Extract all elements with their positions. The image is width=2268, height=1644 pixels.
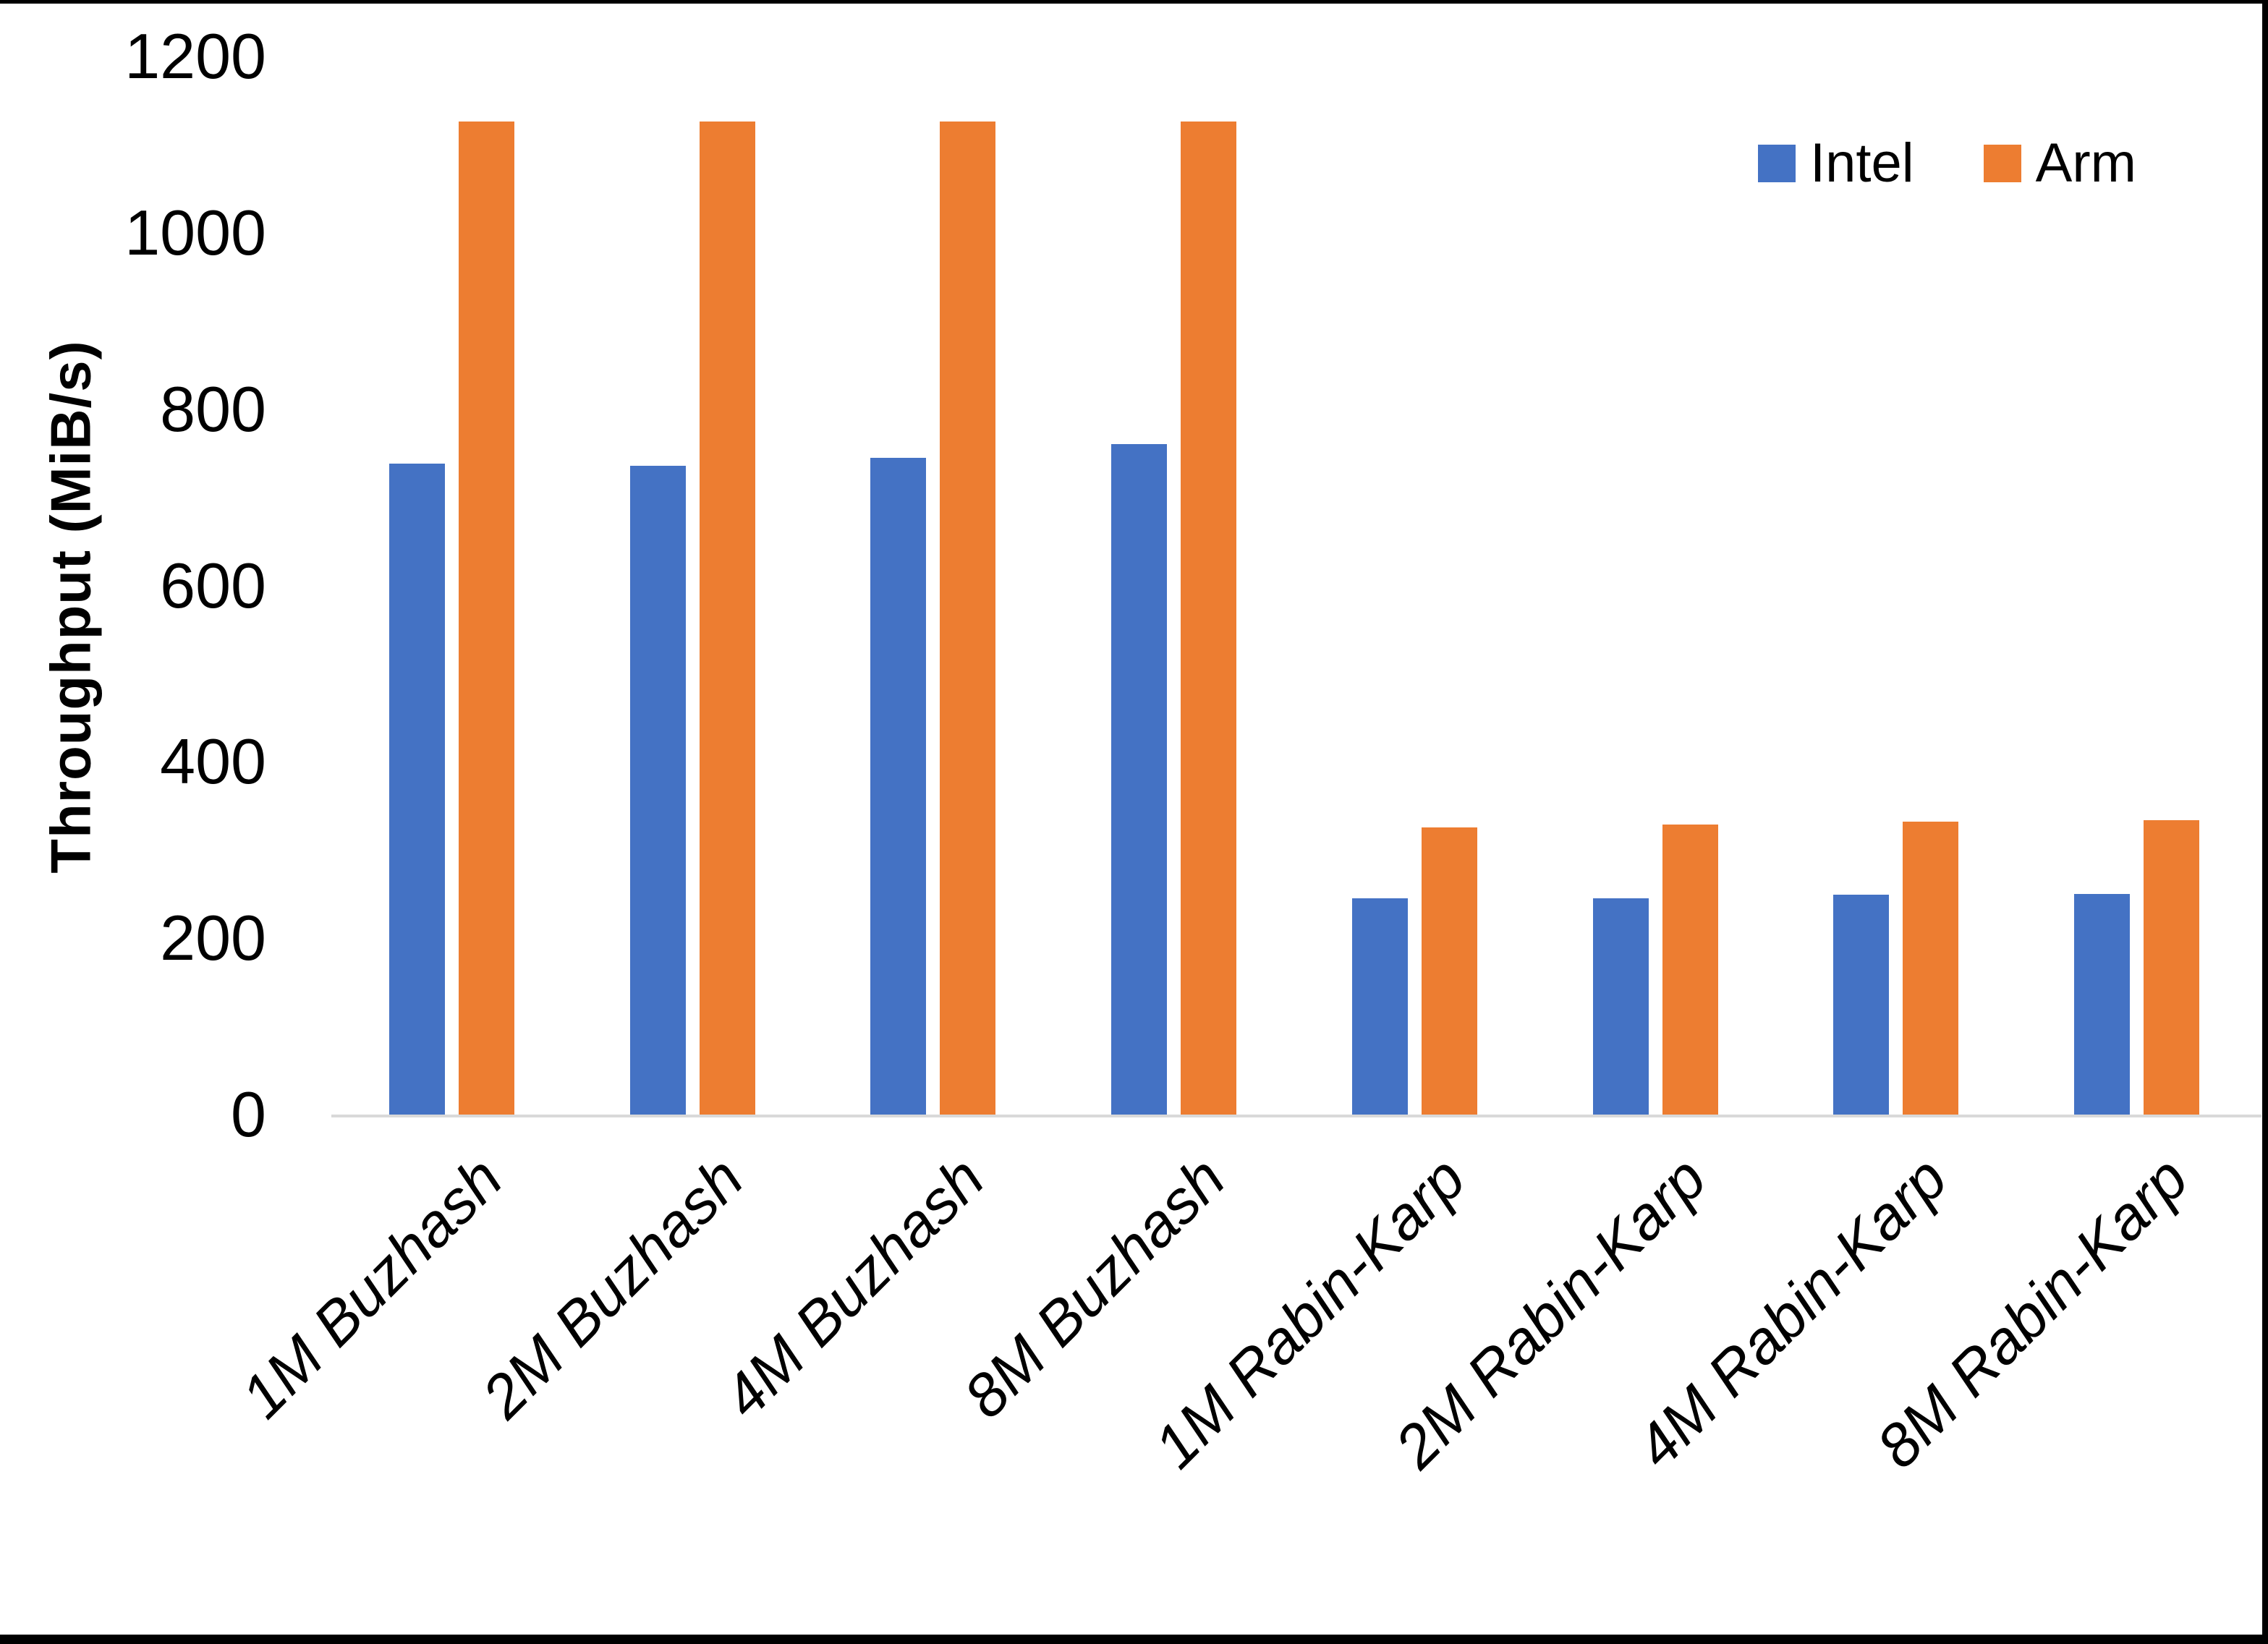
x-tick-label: 8M Buzhash bbox=[950, 1143, 1238, 1431]
bar-intel bbox=[1592, 898, 1649, 1115]
y-tick-label: 600 bbox=[160, 549, 266, 621]
plot-area bbox=[331, 56, 2257, 1115]
legend-item-arm: Arm bbox=[1983, 132, 2136, 194]
bar-group bbox=[572, 56, 813, 1115]
bar-arm bbox=[1181, 122, 1237, 1115]
legend-label: Intel bbox=[1810, 132, 1914, 194]
legend-swatch-icon bbox=[1983, 145, 2021, 182]
frame-border-right bbox=[2262, 0, 2268, 1644]
bar-arm bbox=[699, 122, 755, 1115]
frame-border-bottom bbox=[0, 1635, 2268, 1644]
bar-arm bbox=[1421, 827, 1477, 1115]
y-tick-label: 200 bbox=[160, 902, 266, 974]
bar-arm bbox=[1903, 822, 1959, 1115]
x-tick-label: 4M Rabin-Karp bbox=[1622, 1143, 1960, 1481]
y-tick-label: 1200 bbox=[124, 20, 266, 92]
bar-intel bbox=[1111, 444, 1168, 1115]
x-tick-label: 4M Buzhash bbox=[710, 1143, 997, 1431]
x-tick-label: 2M Rabin-Karp bbox=[1382, 1143, 1720, 1481]
legend-swatch-icon bbox=[1758, 145, 1796, 182]
bar-intel bbox=[2074, 894, 2131, 1115]
frame-border-top bbox=[0, 0, 2268, 4]
bar-intel bbox=[388, 464, 445, 1115]
bar-arm bbox=[458, 122, 514, 1115]
x-tick-label: 1M Rabin-Karp bbox=[1141, 1143, 1479, 1481]
bar-group bbox=[2016, 56, 2257, 1115]
bar-group bbox=[1053, 56, 1294, 1115]
y-tick-label: 800 bbox=[160, 372, 266, 445]
bar-intel bbox=[629, 465, 686, 1115]
legend: Intel Arm bbox=[1758, 136, 2136, 191]
y-tick-label: 0 bbox=[231, 1078, 266, 1150]
y-tick-labels: 0 200 400 600 800 1000 1200 bbox=[0, 0, 266, 1644]
bar-arm bbox=[940, 122, 996, 1115]
x-axis-line bbox=[331, 1115, 2261, 1117]
bar-group bbox=[813, 56, 1054, 1115]
bar-group bbox=[1294, 56, 1535, 1115]
x-tick-label: 8M Rabin-Karp bbox=[1863, 1143, 2201, 1481]
legend-item-intel: Intel bbox=[1758, 136, 1914, 191]
bar-intel bbox=[870, 457, 927, 1115]
bar-intel bbox=[1833, 895, 1890, 1115]
x-tick-label: 2M Buzhash bbox=[469, 1143, 757, 1431]
bar-group bbox=[331, 56, 572, 1115]
bar-arm bbox=[2144, 819, 2200, 1115]
y-tick-label: 400 bbox=[160, 725, 266, 798]
bar-group bbox=[1776, 56, 2017, 1115]
bar-group bbox=[1535, 56, 1776, 1115]
legend-label: Arm bbox=[2035, 132, 2136, 194]
y-tick-label: 1000 bbox=[124, 196, 266, 268]
bar-arm bbox=[1662, 824, 1718, 1115]
bar-intel bbox=[1351, 898, 1408, 1115]
